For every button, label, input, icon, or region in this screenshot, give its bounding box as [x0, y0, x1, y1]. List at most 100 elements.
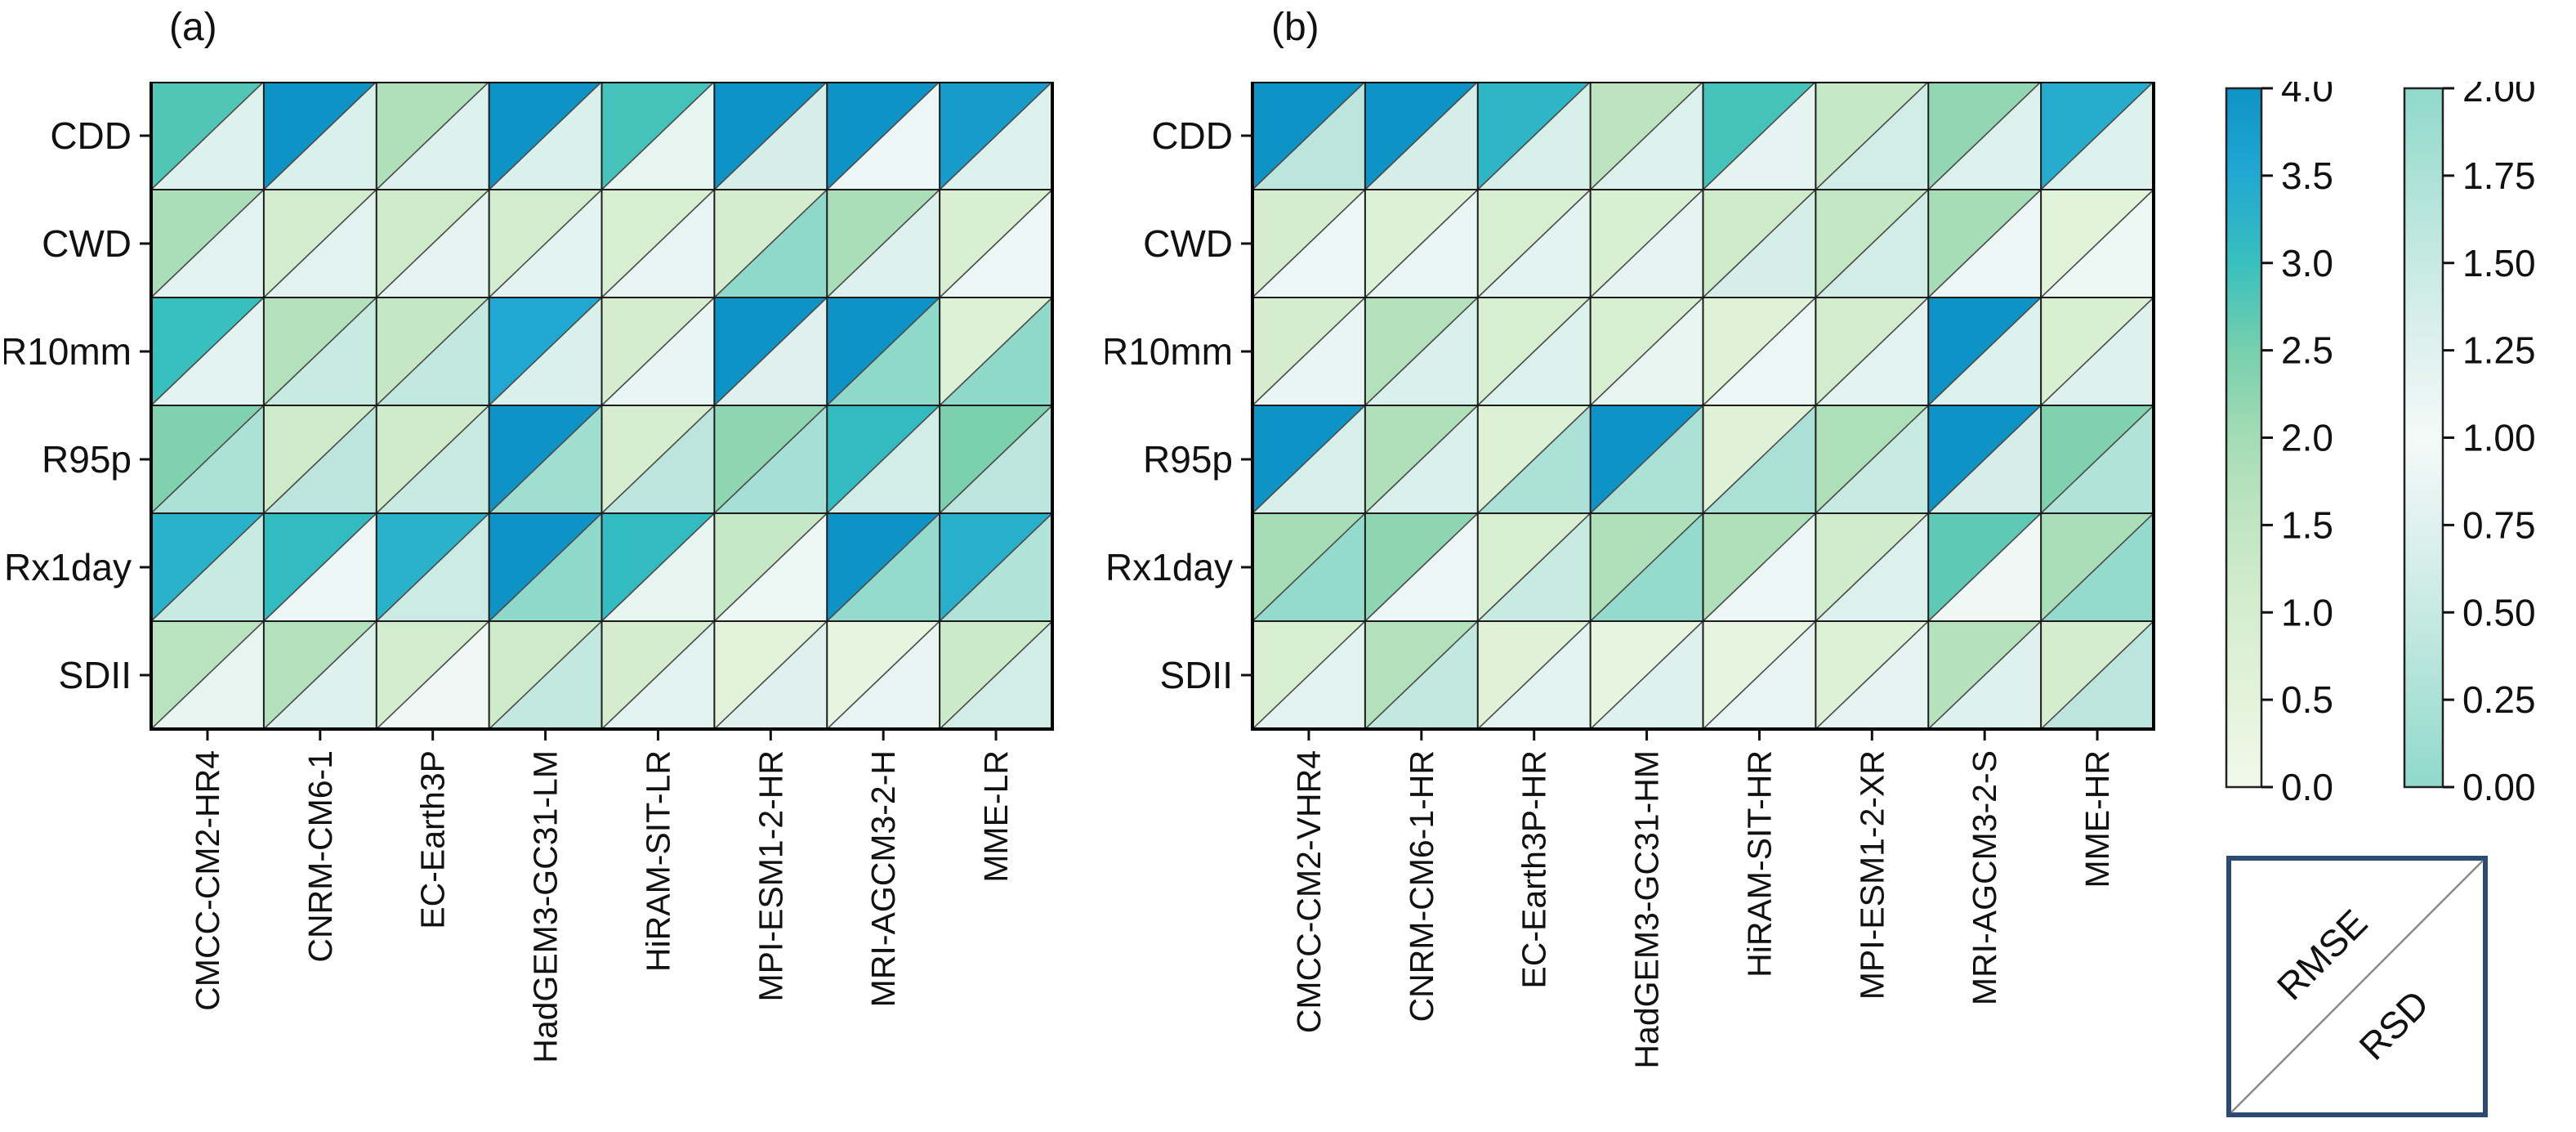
cell-diagonal-line: [826, 620, 940, 730]
cell-diagonal-line: [1477, 189, 1592, 298]
row-label: SDII: [1160, 654, 1233, 696]
model-label: EC-Earth3P-HR: [1516, 750, 1553, 989]
cell-diagonal-line: [489, 189, 603, 298]
cell-diagonal-line: [1252, 82, 1366, 190]
cell-diagonal-line: [376, 189, 490, 298]
cell-diagonal-line: [600, 405, 715, 514]
cell-diagonal-line: [376, 82, 490, 190]
cell-diagonal-line: [939, 512, 1053, 622]
cell-diagonal-line: [713, 297, 828, 406]
plot-border: [150, 82, 1054, 731]
row-label: Rx1day: [4, 546, 132, 588]
rmse-colorbar-tick-label: 0.0: [2281, 766, 2333, 801]
cell-diagonal-line: [1590, 405, 1704, 514]
row-label: R95p: [1143, 438, 1233, 481]
model-label: HiRAM-SIT-LR: [639, 750, 676, 972]
rmse-colorbar-tick-label: 2.5: [2281, 329, 2333, 372]
cell-diagonal-line: [1477, 82, 1592, 190]
row-label: CDD: [50, 114, 132, 157]
rmse-colorbar-tick-label: 1.5: [2281, 503, 2333, 546]
cell-diagonal-line: [1477, 297, 1592, 406]
cell-diagonal-line: [1815, 297, 1929, 406]
cell-diagonal-line: [263, 405, 377, 514]
cell-diagonal-line: [1252, 620, 1366, 730]
cell-diagonal-line: [600, 189, 715, 298]
cell-diagonal-line: [1590, 189, 1704, 298]
model-label: MPI-ESM1-2-HR: [752, 750, 789, 1002]
cell-diagonal-line: [1702, 297, 1816, 406]
model-label: CNRM-CM6-1: [301, 750, 339, 963]
row-label: CWD: [1143, 222, 1233, 265]
row-label: R10mm: [1105, 330, 1233, 373]
cell-diagonal-line: [1252, 189, 1366, 298]
cell-diagonal-line: [376, 297, 490, 406]
rsd-colorbar-tick-label: 0.25: [2462, 678, 2536, 721]
model-label: HiRAM-SIT-HR: [1740, 750, 1778, 978]
panel-a-title: (a): [169, 6, 217, 49]
model-label: EC-Earth3P: [414, 750, 452, 929]
rsd-colorbar-tick-label: 0.50: [2462, 591, 2536, 633]
cell-diagonal-line: [2040, 189, 2154, 298]
rmse-colorbar-tick-label: 0.5: [2281, 678, 2333, 721]
model-label: HadGEM3-GC31-HM: [1628, 750, 1666, 1069]
model-label: HadGEM3-GC31-LM: [527, 750, 565, 1063]
rmse-colorbar-tick-label: 3.0: [2281, 242, 2333, 284]
cell-diagonal-line: [1927, 620, 2042, 730]
cell-diagonal-line: [713, 82, 828, 190]
cell-diagonal-line: [1590, 620, 1704, 730]
rsd-colorbar-tick-label: 2.00: [2462, 82, 2536, 110]
cell-diagonal-line: [376, 512, 490, 622]
rmse-colorbar-tick-label: 3.5: [2281, 154, 2333, 197]
rsd-colorbar: 2.00 1.75 1.50 1.25 1.00 0.75 0.50 0.25 0.00: [2403, 82, 2536, 801]
cell-diagonal-line: [263, 297, 377, 406]
cell-diagonal-line: [713, 620, 828, 730]
panel-a-heatmap: CDD CWD R10mm R95p Rx1day SDII CMCC-CM2-HR4 CNR…: [4, 82, 1054, 1063]
cell-diagonal-line: [1702, 512, 1816, 622]
model-label: CNRM-CM6-1-HR: [1403, 750, 1440, 1022]
cell-diagonal-line: [1702, 620, 1816, 730]
model-label: MME-HR: [2078, 750, 2116, 888]
row-label: CDD: [1151, 114, 1233, 157]
rsd-colorbar-tick-label: 1.00: [2462, 417, 2536, 459]
cell-diagonal-line: [713, 512, 828, 622]
cell-diagonal-line: [600, 512, 715, 622]
cell-diagonal-line: [1252, 405, 1366, 514]
cell-diagonal-line: [1590, 297, 1704, 406]
cell-diagonal-line: [713, 189, 828, 298]
cell-diagonal-line: [263, 189, 377, 298]
cell-diagonal-line: [2040, 297, 2154, 406]
row-label: SDII: [59, 654, 132, 696]
cell-diagonal-line: [1364, 620, 1479, 730]
row-label: Rx1day: [1105, 546, 1233, 588]
cell-diagonal-line: [826, 82, 940, 190]
cell-diagonal-line: [1364, 512, 1479, 622]
cell-diagonal-line: [263, 512, 377, 622]
rsd-colorbar-tick-label: 0.75: [2462, 503, 2536, 546]
rmse-colorbar-tick-label: 1.0: [2281, 591, 2333, 633]
cell-diagonal-line: [1702, 405, 1816, 514]
cell-diagonal-line: [489, 82, 603, 190]
row-label: CWD: [42, 222, 132, 265]
cell-diagonal-line: [1927, 189, 2042, 298]
rsd-colorbar-tick-label: 1.25: [2462, 329, 2536, 372]
cell-diagonal-line: [1252, 512, 1366, 622]
row-label: R10mm: [4, 330, 132, 373]
legend-diagonal-line: [2230, 860, 2484, 1113]
cell-diagonal-line: [2040, 405, 2154, 514]
cell-diagonal-line: [2040, 512, 2154, 622]
cell-diagonal-line: [1927, 82, 2042, 190]
rmse-colorbar-bar: [2225, 87, 2263, 789]
cell-diagonal-line: [1815, 620, 1929, 730]
cell-diagonal-line: [826, 189, 940, 298]
cell-diagonal-line: [1815, 405, 1929, 514]
cell-diagonal-line: [1252, 297, 1366, 406]
cell-diagonal-line: [263, 82, 377, 190]
cell-diagonal-line: [1927, 405, 2042, 514]
cell-diagonal-line: [600, 620, 715, 730]
plot-border: [1251, 82, 2155, 731]
cell-diagonal-line: [1364, 189, 1479, 298]
cell-diagonal-line: [1815, 189, 1929, 298]
cell-diagonal-line: [1702, 189, 1816, 298]
cell-diagonal-line: [939, 620, 1053, 730]
rsd-colorbar-tick-label: 1.50: [2462, 242, 2536, 284]
